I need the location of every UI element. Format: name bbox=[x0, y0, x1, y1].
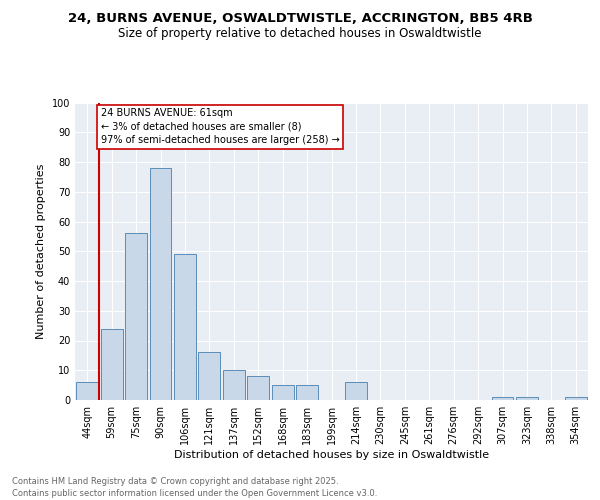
Bar bbox=[491, 397, 514, 400]
Y-axis label: Number of detached properties: Number of detached properties bbox=[36, 164, 46, 339]
Bar bbox=[76, 382, 98, 400]
Bar bbox=[565, 397, 587, 400]
Bar bbox=[125, 234, 147, 400]
Bar bbox=[247, 376, 269, 400]
Text: 24, BURNS AVENUE, OSWALDTWISTLE, ACCRINGTON, BB5 4RB: 24, BURNS AVENUE, OSWALDTWISTLE, ACCRING… bbox=[68, 12, 532, 26]
Bar bbox=[174, 254, 196, 400]
X-axis label: Distribution of detached houses by size in Oswaldtwistle: Distribution of detached houses by size … bbox=[174, 450, 489, 460]
Bar bbox=[272, 385, 293, 400]
Bar bbox=[516, 397, 538, 400]
Text: 24 BURNS AVENUE: 61sqm
← 3% of detached houses are smaller (8)
97% of semi-detac: 24 BURNS AVENUE: 61sqm ← 3% of detached … bbox=[101, 108, 340, 145]
Bar bbox=[149, 168, 172, 400]
Bar bbox=[101, 328, 122, 400]
Text: Contains HM Land Registry data © Crown copyright and database right 2025.
Contai: Contains HM Land Registry data © Crown c… bbox=[12, 476, 377, 498]
Bar bbox=[199, 352, 220, 400]
Bar bbox=[296, 385, 318, 400]
Bar bbox=[345, 382, 367, 400]
Bar bbox=[223, 370, 245, 400]
Text: Size of property relative to detached houses in Oswaldtwistle: Size of property relative to detached ho… bbox=[118, 28, 482, 40]
